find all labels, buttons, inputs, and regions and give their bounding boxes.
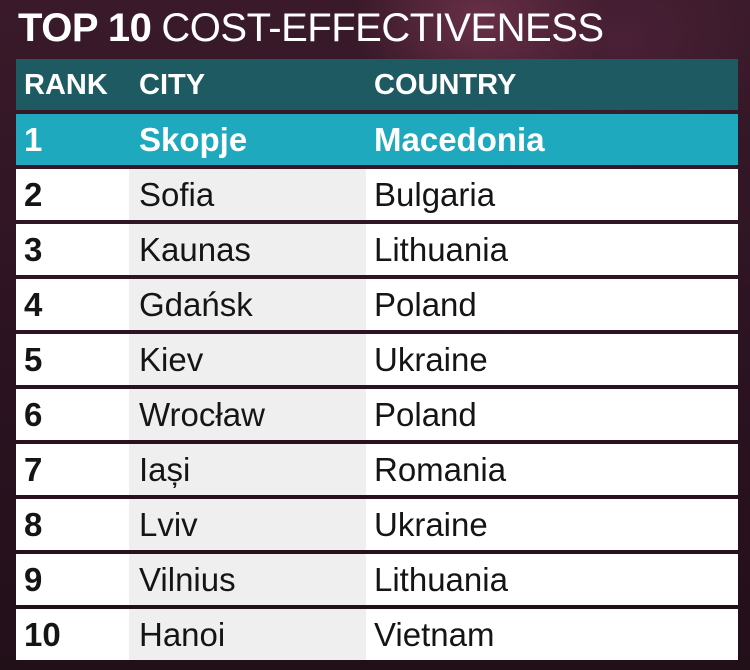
cell-rank: 2 [24, 175, 43, 213]
cell-country: Poland [374, 395, 477, 433]
cell-city: Wrocław [129, 389, 366, 440]
cell-country: Ukraine [374, 505, 488, 543]
cell-city: Kiev [129, 334, 366, 385]
table-row: 1 Skopje Macedonia [16, 114, 738, 165]
table-row: 6 Wrocław Poland [16, 389, 738, 440]
cell-country: Bulgaria [374, 175, 496, 213]
cell-city: Kaunas [129, 224, 366, 275]
cell-city: Lviv [129, 499, 366, 550]
table-row: 7 Iași Romania [16, 444, 738, 495]
table-row: 5 Kiev Ukraine [16, 334, 738, 385]
cell-country: Poland [374, 285, 477, 323]
cell-city: Sofia [129, 169, 366, 220]
cell-city: Hanoi [129, 609, 366, 660]
header-country: COUNTRY [374, 69, 517, 101]
table-row: 10 Hanoi Vietnam [16, 609, 738, 660]
header-rank: RANK [24, 69, 108, 101]
cell-rank: 6 [24, 395, 43, 433]
cell-city: Iași [129, 444, 366, 495]
cell-rank: 10 [24, 615, 61, 653]
header-city: CITY [139, 69, 206, 101]
table-row: 2 Sofia Bulgaria [16, 169, 738, 220]
cell-rank: 7 [24, 450, 43, 488]
cell-rank: 8 [24, 505, 43, 543]
cell-country: Vietnam [374, 615, 495, 653]
cell-country: Lithuania [374, 560, 508, 598]
title-bold: TOP 10 [18, 6, 152, 50]
table-header: RANK CITY COUNTRY [16, 59, 738, 110]
cell-rank: 4 [24, 285, 43, 323]
table-row: 8 Lviv Ukraine [16, 499, 738, 550]
table-row: 4 Gdańsk Poland [16, 279, 738, 330]
cell-rank: 5 [24, 340, 43, 378]
cell-rank: 9 [24, 560, 43, 598]
page-title: TOP 10 COST-EFFECTIVENESS [18, 2, 604, 54]
cell-city: Gdańsk [129, 279, 366, 330]
table-row: 9 Vilnius Lithuania [16, 554, 738, 605]
table-row: 3 Kaunas Lithuania [16, 224, 738, 275]
ranking-table: RANK CITY COUNTRY 1 Skopje Macedonia 2 S… [16, 59, 738, 664]
cell-country: Lithuania [374, 230, 508, 268]
cell-country: Ukraine [374, 340, 488, 378]
cell-city: Skopje [139, 120, 248, 158]
cell-country: Romania [374, 450, 507, 488]
cell-city: Vilnius [129, 554, 366, 605]
cell-rank: 1 [24, 120, 43, 158]
cell-country: Macedonia [374, 120, 545, 158]
title-light: COST-EFFECTIVENESS [161, 6, 604, 50]
cell-rank: 3 [24, 230, 43, 268]
